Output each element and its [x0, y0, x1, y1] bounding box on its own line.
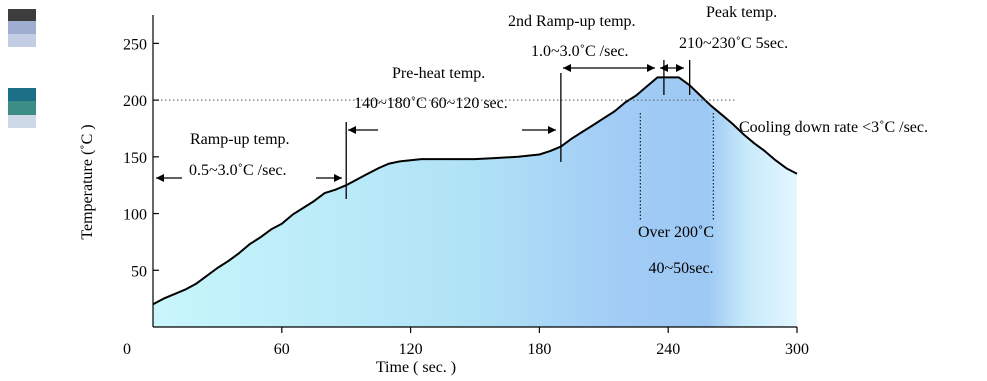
x-tick-label: 180: [527, 341, 551, 358]
rampup-arrow-left-head: [156, 174, 164, 182]
x-tick-label: 0: [123, 341, 131, 358]
peak-arrow-right-head: [676, 64, 684, 72]
ramp2-value: 1.0~3.0˚C /sec.: [531, 43, 629, 60]
y-tick-label: 150: [123, 150, 147, 167]
preheat-arrow-left-head: [348, 126, 356, 134]
rampup-arrow-right-head: [334, 174, 342, 182]
profile-curve: [152, 76, 798, 306]
x-tick-label: 60: [274, 341, 290, 358]
peak-arrow-left-head: [660, 64, 668, 72]
ramp2-title: 2nd Ramp-up temp.: [508, 13, 636, 30]
x-tick-label: 300: [785, 341, 809, 358]
profile-area: [153, 77, 797, 328]
peak-title: Peak temp.: [706, 4, 777, 21]
y-tick-label: 200: [123, 93, 147, 110]
rampup-value: 0.5~3.0˚C /sec.: [189, 162, 287, 179]
ramp2-arrow-left-head: [563, 64, 571, 72]
rampup-title: Ramp-up temp.: [190, 131, 290, 148]
over200-title: Over 200˚C: [638, 224, 714, 241]
ramp2-arrow-right-head: [647, 64, 655, 72]
x-axis-label: Time ( sec. ): [376, 359, 456, 376]
preheat-value: 140~180˚C 60~120 sec.: [354, 95, 508, 112]
preheat-title: Pre-heat temp.: [392, 65, 485, 82]
x-tick-label: 240: [656, 341, 680, 358]
cooling-label: Cooling down rate <3˚C /sec.: [739, 119, 928, 136]
y-tick-label: 100: [123, 207, 147, 224]
y-tick-label: 250: [123, 36, 147, 53]
color-swatch-2: [8, 88, 36, 128]
preheat-arrow-right-head: [548, 126, 556, 134]
color-swatch-1: [8, 9, 36, 47]
x-tick-label: 120: [399, 341, 423, 358]
y-axis-label: Temperature (˚C ): [79, 124, 96, 239]
peak-value: 210~230˚C 5sec.: [679, 35, 788, 52]
over200-value: 40~50sec.: [648, 260, 713, 277]
y-tick-label: 50: [131, 263, 147, 280]
